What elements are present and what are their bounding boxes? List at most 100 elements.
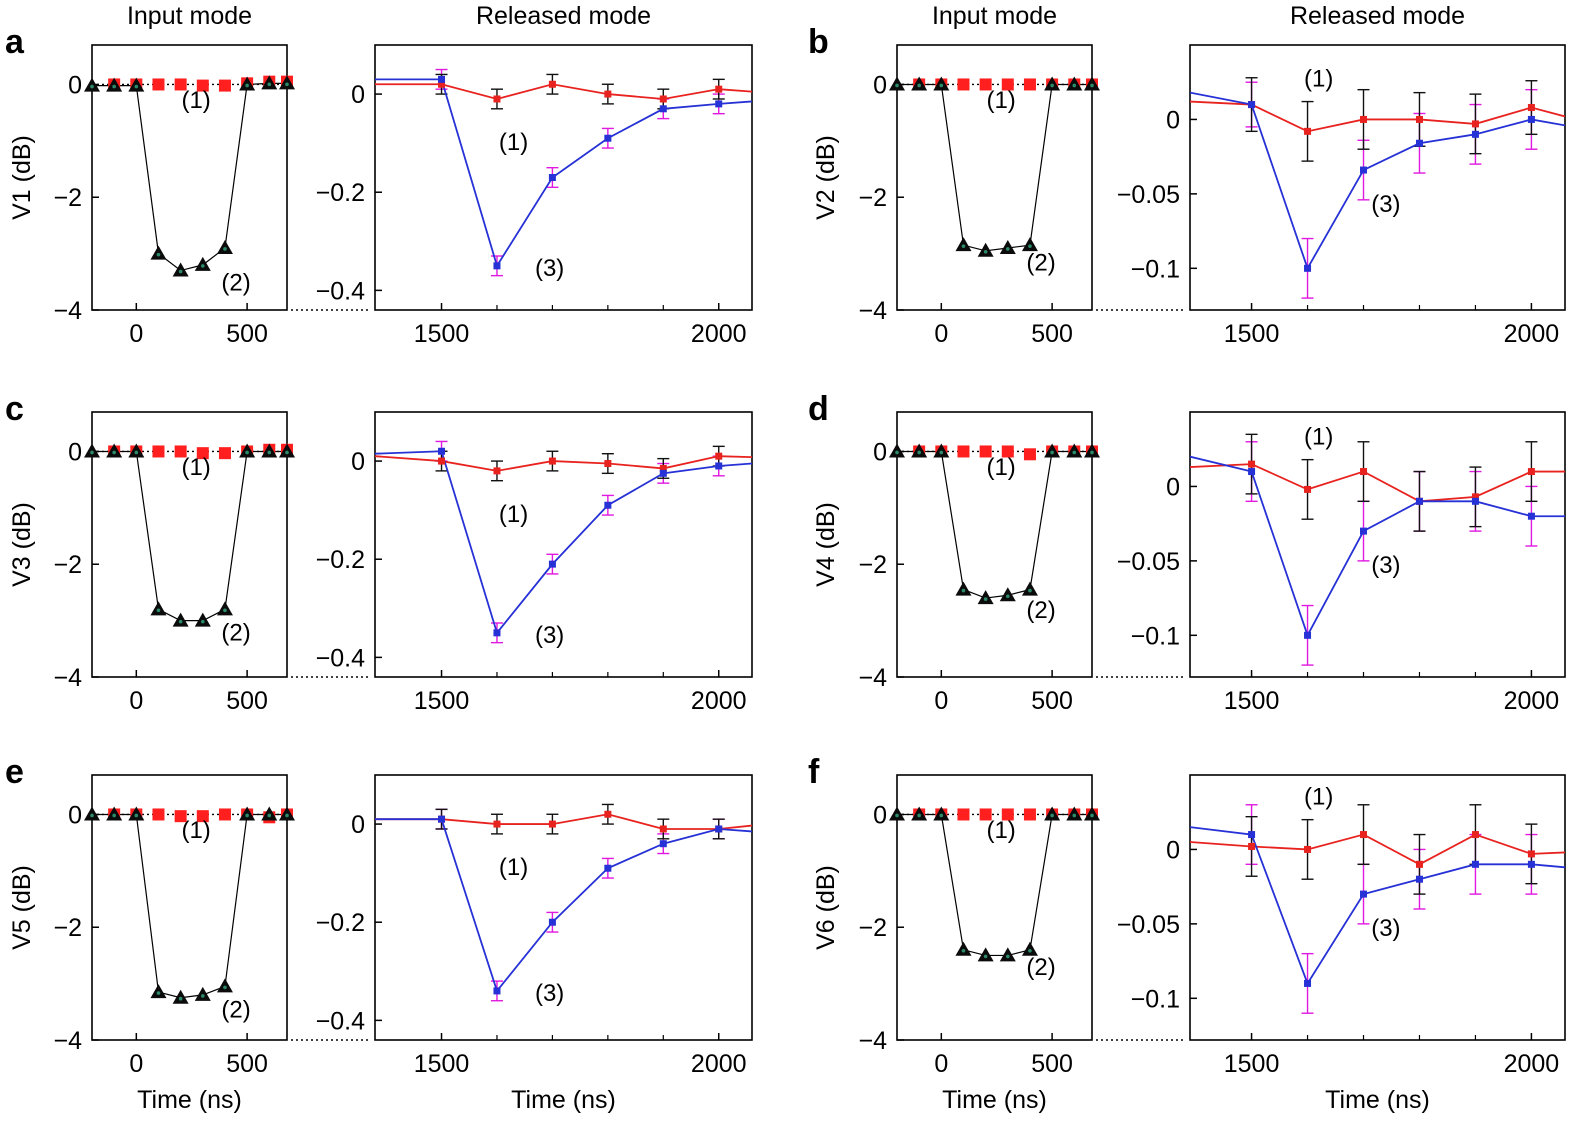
red-square-marker xyxy=(174,810,187,823)
y-tick-label: −0.05 xyxy=(1117,548,1180,576)
triangle-marker-core xyxy=(1005,247,1010,251)
triangle-marker-core xyxy=(90,450,94,455)
signal-series-line xyxy=(375,450,752,635)
triangle-marker xyxy=(1066,806,1083,821)
signal-point xyxy=(1415,875,1423,883)
reference-point xyxy=(1360,831,1368,839)
triangle-marker-core xyxy=(1050,813,1054,818)
triangle-marker xyxy=(84,77,100,92)
reference-point xyxy=(438,80,446,88)
triangle-marker xyxy=(172,262,189,277)
signal-point xyxy=(438,75,446,83)
triangle-marker-core xyxy=(1072,83,1077,88)
triangle-marker xyxy=(999,947,1016,962)
triangle-marker xyxy=(216,239,233,254)
x-tick-label: 1500 xyxy=(1224,1050,1280,1078)
triangle-marker xyxy=(150,984,167,999)
triangle-marker-core xyxy=(267,82,272,87)
triangle-marker xyxy=(128,806,145,821)
triangle-marker-core xyxy=(917,83,921,88)
triangle-marker-core xyxy=(939,813,944,818)
triangle-marker-core xyxy=(917,813,921,818)
triangle-marker-core xyxy=(1072,813,1077,818)
annotation-label: (1) xyxy=(986,454,1015,481)
triangle-marker-core xyxy=(1090,450,1094,455)
triangle-marker xyxy=(933,76,950,91)
y-tick-label: 0 xyxy=(351,81,365,109)
triangle-marker-core xyxy=(223,608,227,613)
triangle-marker xyxy=(911,806,928,821)
triangle-marker-core xyxy=(156,608,161,613)
triangle-marker xyxy=(889,806,905,821)
triangle-marker-core xyxy=(983,954,988,959)
triangle-marker-core xyxy=(285,82,289,87)
signal-point xyxy=(659,105,667,113)
triangle-marker xyxy=(1084,76,1100,91)
x-tick-label: 0 xyxy=(934,320,948,348)
triangle-marker-core xyxy=(961,948,966,953)
y-tick-label: −0.4 xyxy=(316,1007,365,1035)
triangle-marker xyxy=(216,978,233,993)
annotation-label: (3) xyxy=(535,980,564,1007)
y-tick-label: −2 xyxy=(53,184,82,212)
y-tick-label: −0.4 xyxy=(316,277,365,305)
panel-c: c V3 (dB) 0 −2 −4 0 500 (1) (2) 0 −0.2 −0.4 1500 2000… xyxy=(5,390,753,715)
x-axis-label: Time (ns) xyxy=(1325,1086,1430,1114)
x-tick-label: 500 xyxy=(1031,1050,1073,1078)
y-tick-label: −4 xyxy=(858,297,887,325)
panel-f: f V6 (dB) 0 −2 −4 0 500 Time (ns) (1) (2) 0 −0.05 −0… xyxy=(808,753,1566,1114)
input-mode-plot: Input mode 0 −2 −4 0 500 (1) (2) xyxy=(53,2,295,348)
triangle-marker-core xyxy=(983,249,988,254)
triangle-marker xyxy=(977,242,994,257)
signal-point xyxy=(1471,130,1479,138)
triangle-marker xyxy=(261,75,278,90)
signal-point xyxy=(1360,166,1368,174)
x-tick-label: 1500 xyxy=(1224,687,1280,715)
signal-point xyxy=(1248,831,1256,839)
signal-point xyxy=(1360,890,1368,898)
reference-point xyxy=(438,457,446,465)
triangle-marker-core xyxy=(895,83,899,88)
reference-series-line xyxy=(375,83,752,100)
triangle-marker xyxy=(999,587,1016,602)
panel-e: e V5 (dB) 0 −2 −4 0 500 Time (ns) (1) (2) 0 −0.2 −0.… xyxy=(5,753,753,1114)
y-tick-label: −4 xyxy=(858,664,887,692)
y-tick-label: 0 xyxy=(873,71,887,99)
y-axis-label: V1 (dB) xyxy=(8,135,36,220)
triangle-marker xyxy=(279,806,295,821)
series-area xyxy=(1190,433,1565,666)
red-square-marker xyxy=(218,808,231,821)
triangle-marker-core xyxy=(983,597,988,601)
signal-point xyxy=(1304,979,1312,987)
x-tick-label: 0 xyxy=(934,687,948,715)
triangle-marker-core xyxy=(1028,244,1032,248)
triangle-marker-core xyxy=(90,84,94,89)
series-area xyxy=(1190,804,1565,1014)
triangle-marker-core xyxy=(134,84,139,89)
reference-series-line xyxy=(375,813,752,830)
x-tick-label: 1500 xyxy=(414,1050,470,1078)
x-tick-label: 2000 xyxy=(691,687,747,715)
x-tick-label: 1500 xyxy=(414,687,470,715)
signal-point xyxy=(1304,631,1312,639)
triangle-marker xyxy=(106,77,123,92)
triangle-marker xyxy=(889,443,905,458)
signal-point xyxy=(1248,468,1256,476)
reference-point xyxy=(1304,485,1312,493)
triangle-marker-core xyxy=(112,813,116,818)
triangle-marker xyxy=(1084,806,1100,821)
reference-point xyxy=(1304,845,1312,853)
y-tick-label: 0 xyxy=(873,438,887,466)
triangle-marker-core xyxy=(895,813,899,818)
triangle-marker xyxy=(1021,581,1038,596)
triangle-marker xyxy=(889,76,905,91)
y-tick-label: −0.2 xyxy=(316,179,365,207)
x-tick-label: 500 xyxy=(226,1050,268,1078)
signal-point xyxy=(493,262,501,270)
reference-point xyxy=(548,820,556,828)
annotation-label: (2) xyxy=(1026,954,1055,981)
signal-point xyxy=(1527,512,1535,520)
x-tick-label: 2000 xyxy=(691,320,747,348)
reference-point xyxy=(604,460,612,468)
triangle-marker xyxy=(933,806,950,821)
